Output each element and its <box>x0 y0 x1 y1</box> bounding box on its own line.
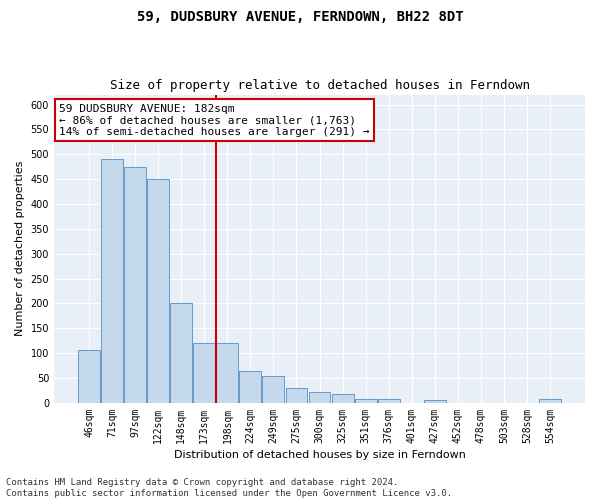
Bar <box>170 304 192 403</box>
Text: 59, DUDSBURY AVENUE, FERNDOWN, BH22 8DT: 59, DUDSBURY AVENUE, FERNDOWN, BH22 8DT <box>137 10 463 24</box>
Bar <box>217 344 238 403</box>
Title: Size of property relative to detached houses in Ferndown: Size of property relative to detached ho… <box>110 79 530 92</box>
X-axis label: Distribution of detached houses by size in Ferndown: Distribution of detached houses by size … <box>173 450 466 460</box>
Bar <box>193 344 215 403</box>
Bar <box>101 159 123 403</box>
Bar <box>355 399 377 403</box>
Y-axis label: Number of detached properties: Number of detached properties <box>15 161 25 336</box>
Bar <box>424 400 446 403</box>
Bar <box>539 399 561 403</box>
Bar <box>262 376 284 403</box>
Bar <box>332 394 353 403</box>
Bar <box>286 388 307 403</box>
Bar <box>308 392 331 403</box>
Text: Contains HM Land Registry data © Crown copyright and database right 2024.
Contai: Contains HM Land Registry data © Crown c… <box>6 478 452 498</box>
Bar <box>147 179 169 403</box>
Bar <box>377 399 400 403</box>
Bar <box>124 166 146 403</box>
Text: 59 DUDSBURY AVENUE: 182sqm
← 86% of detached houses are smaller (1,763)
14% of s: 59 DUDSBURY AVENUE: 182sqm ← 86% of deta… <box>59 104 370 137</box>
Bar <box>78 350 100 403</box>
Bar <box>239 370 262 403</box>
